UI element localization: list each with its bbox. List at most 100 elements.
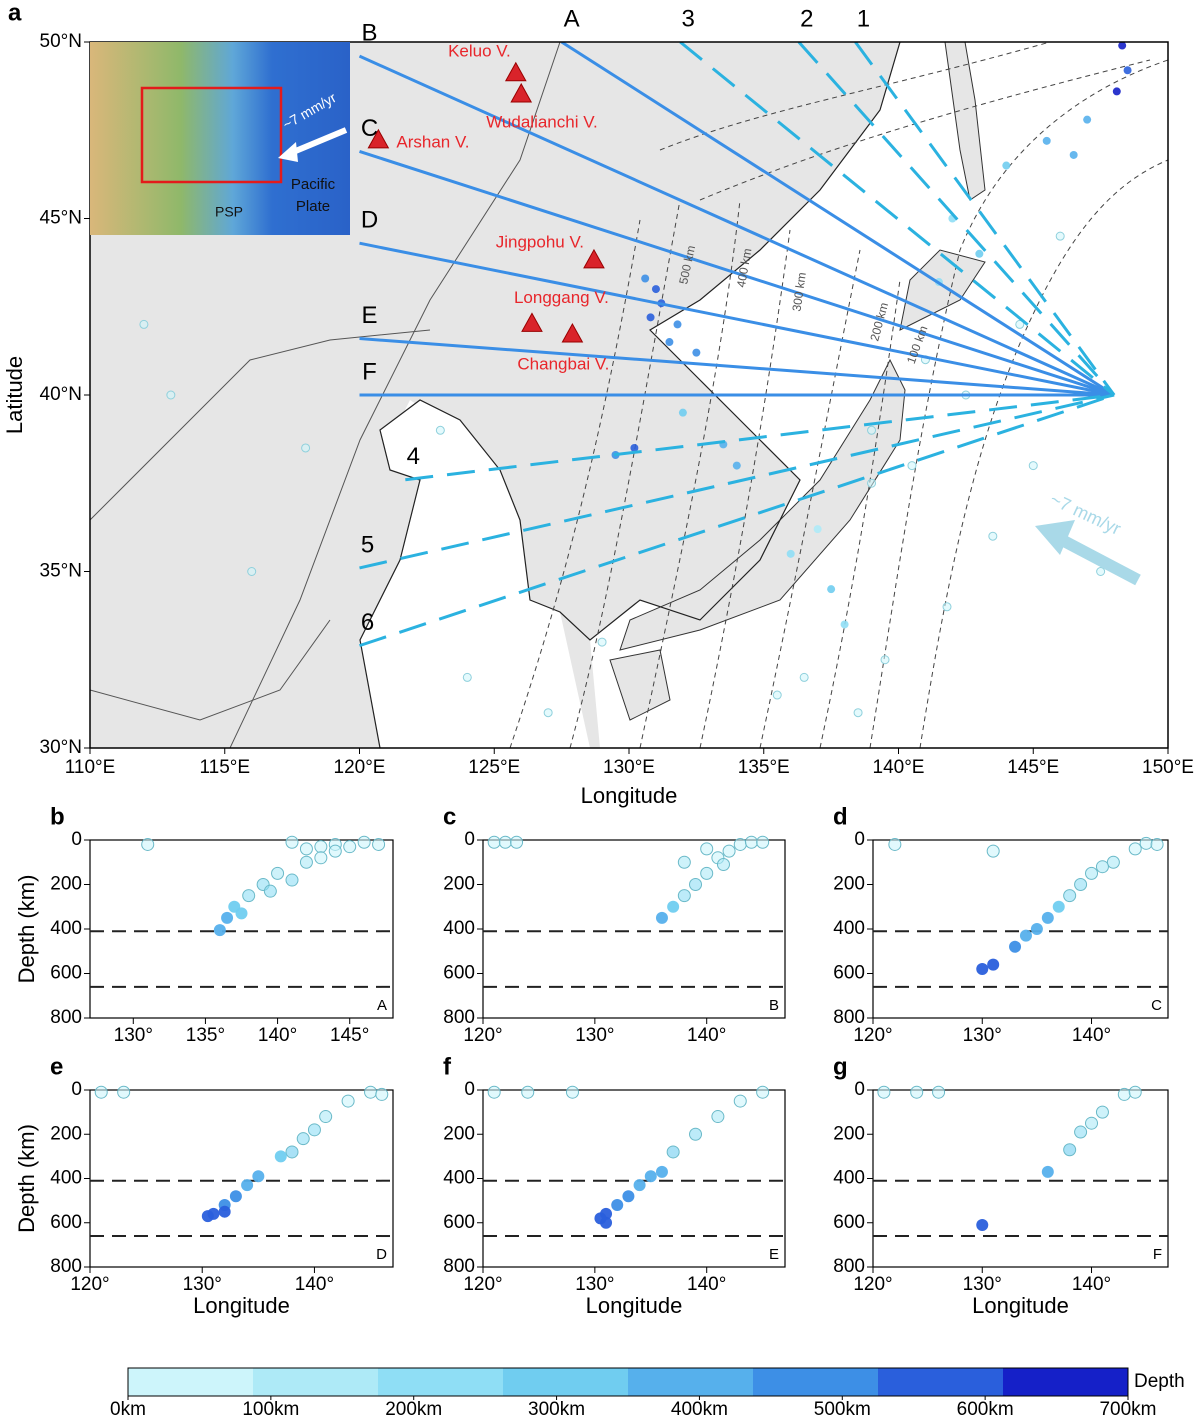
y-tick-label: 400 — [833, 918, 865, 939]
profile-label: A — [564, 5, 580, 32]
volcano — [504, 61, 527, 82]
earthquake — [357, 835, 371, 849]
y-tick-label: 40°N — [40, 384, 82, 405]
earthquake — [975, 249, 984, 258]
earthquake — [299, 842, 313, 856]
profile-tag: C — [1151, 997, 1162, 1014]
earthquake — [462, 672, 472, 682]
colorbar-swatch — [753, 1368, 879, 1396]
panel-label: e — [50, 1053, 63, 1080]
earthquake — [117, 1085, 131, 1099]
earthquake — [1015, 319, 1025, 329]
earthquake — [229, 1190, 242, 1203]
earthquake — [285, 873, 299, 887]
earthquake — [247, 567, 257, 576]
panel-label: f — [443, 1053, 452, 1080]
earthquake — [1117, 1087, 1131, 1101]
y-tick-label: 50°N — [40, 31, 82, 52]
volcano — [367, 128, 390, 149]
earthquake — [1041, 1165, 1054, 1178]
x-tick-label: 140° — [295, 1274, 334, 1295]
x-axis-label: Longitude — [972, 1293, 1069, 1318]
panel-label: c — [443, 803, 456, 830]
earthquake — [372, 837, 386, 851]
earthquake — [665, 338, 674, 347]
section-frame — [89, 839, 394, 1019]
earthquake — [594, 1212, 607, 1225]
earthquake — [565, 1085, 579, 1099]
earthquake — [888, 837, 902, 851]
earthquake — [677, 855, 691, 869]
x-tick-label: 130° — [963, 1025, 1002, 1046]
colorbar-tick-label: 700km — [1099, 1399, 1156, 1420]
inset-map — [90, 42, 350, 235]
earthquake — [666, 1145, 680, 1159]
earthquake — [641, 274, 650, 283]
x-tick-label: 140°E — [873, 757, 925, 778]
earthquake — [1112, 87, 1121, 96]
earthquake — [274, 1150, 287, 1163]
earthquake — [976, 1218, 989, 1231]
volcano-label: Changbai V. — [517, 354, 609, 373]
panel-label: b — [50, 803, 65, 830]
x-tick-label: 120° — [463, 1025, 502, 1046]
y-tick-label: 600 — [50, 963, 82, 984]
profile-line — [359, 150, 1115, 397]
profile-label: 1 — [857, 5, 870, 32]
earthquake — [166, 390, 176, 400]
y-tick-label: 400 — [833, 1168, 865, 1189]
earthquake — [487, 1085, 501, 1099]
earthquake — [756, 1085, 770, 1099]
earthquake — [655, 911, 668, 924]
colorbar-tick-label: 400km — [671, 1399, 728, 1420]
earthquake — [1055, 231, 1065, 241]
colorbar-swatch — [628, 1368, 754, 1396]
earthquake — [651, 285, 660, 294]
y-tick-label: 0 — [464, 1079, 475, 1100]
earthquake — [630, 443, 639, 452]
section-frame — [89, 1089, 394, 1268]
earthquake — [1030, 923, 1043, 935]
x-tick-label: 140° — [1072, 1274, 1111, 1295]
x-tick-label: 130° — [575, 1025, 614, 1046]
x-axis-label: Longitude — [193, 1293, 290, 1318]
profile-line — [359, 393, 1115, 570]
earthquake — [235, 907, 248, 920]
earthquake — [301, 443, 311, 453]
earthquake — [319, 1110, 333, 1124]
earthquake — [307, 1123, 321, 1137]
profile-line — [854, 42, 1116, 396]
earthquake — [1002, 161, 1011, 170]
profile-line — [560, 42, 1115, 397]
earthquake — [786, 549, 795, 558]
earthquake — [285, 835, 299, 849]
earthquake — [987, 958, 1000, 971]
y-tick-label: 600 — [833, 1212, 865, 1233]
profile-label: B — [361, 19, 377, 46]
y-tick-label: 200 — [833, 874, 865, 895]
earthquake — [877, 1085, 891, 1099]
earthquake — [314, 851, 328, 865]
earthquake — [299, 855, 313, 869]
y-tick-label: 200 — [833, 1123, 865, 1144]
earthquake — [271, 866, 285, 880]
profile-label: 6 — [361, 609, 374, 636]
earthquake — [375, 1087, 389, 1101]
x-axis-label: Longitude — [586, 1293, 683, 1318]
profile-label: C — [361, 115, 378, 142]
volcano-label: Wudalianchi V. — [486, 112, 598, 131]
earthquake — [1085, 866, 1099, 880]
earthquake — [1128, 1085, 1142, 1099]
y-tick-label: 45°N — [40, 208, 82, 229]
earthquake — [139, 319, 149, 329]
earthquake — [221, 911, 234, 924]
earthquake — [673, 320, 682, 329]
profile-line — [359, 393, 1115, 648]
earthquake — [1123, 66, 1132, 75]
profile-tag: A — [377, 997, 387, 1014]
x-tick-label: 130° — [575, 1274, 614, 1295]
y-tick-label: 200 — [443, 1123, 475, 1144]
earthquake — [840, 620, 849, 629]
volcano-label: Arshan V. — [396, 132, 469, 151]
earthquake — [932, 1085, 946, 1099]
